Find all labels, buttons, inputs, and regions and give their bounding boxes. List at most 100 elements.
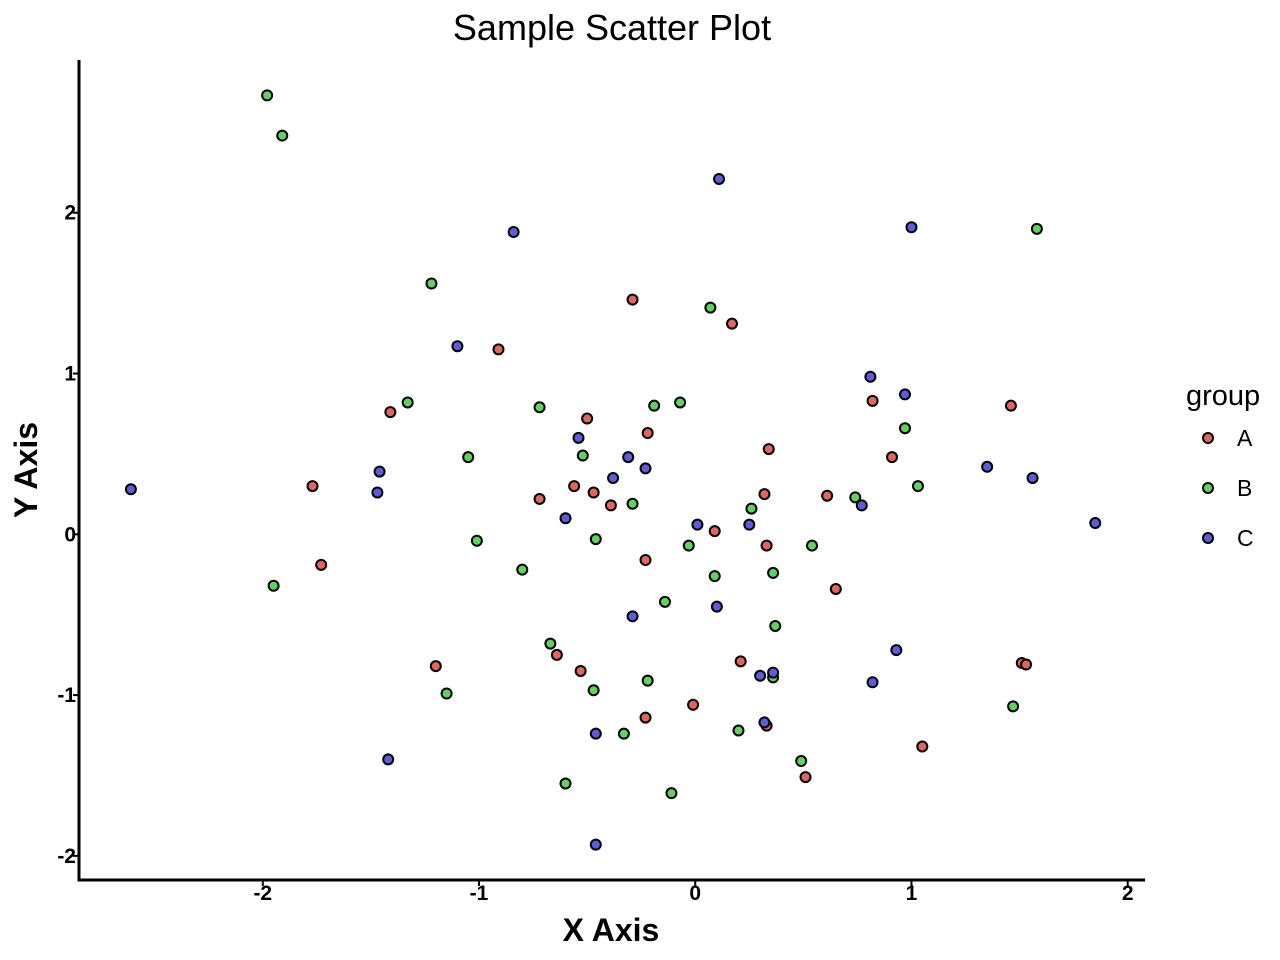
- data-point-c: [713, 172, 726, 185]
- data-point-b: [267, 579, 280, 592]
- data-point-c: [710, 600, 723, 613]
- data-point-c: [607, 472, 620, 485]
- chart-title: Sample Scatter Plot: [453, 7, 771, 48]
- data-point-c: [898, 388, 911, 401]
- data-point-a: [708, 525, 721, 538]
- x-tick-label: 1: [906, 882, 918, 905]
- data-point-a: [916, 740, 929, 753]
- data-point-c: [451, 340, 464, 353]
- data-point-a: [626, 293, 639, 306]
- data-point-b: [658, 595, 671, 608]
- data-point-a: [581, 412, 594, 425]
- data-points: [124, 89, 1102, 851]
- data-point-c: [371, 486, 384, 499]
- legend-key-a: [1202, 432, 1214, 444]
- data-point-b: [462, 451, 475, 464]
- data-point-a: [1020, 658, 1033, 671]
- data-point-b: [641, 674, 654, 687]
- data-point-b: [559, 777, 572, 790]
- data-point-c: [1089, 517, 1102, 530]
- data-point-c: [589, 727, 602, 740]
- data-point-b: [708, 570, 721, 583]
- data-point-a: [315, 558, 328, 571]
- data-point-b: [533, 401, 546, 414]
- data-point-b: [682, 539, 695, 552]
- data-point-c: [866, 676, 879, 689]
- axis-lines: [77, 60, 1145, 882]
- x-tick-label: 0: [689, 882, 701, 905]
- data-point-b: [261, 89, 274, 102]
- data-point-b: [516, 563, 529, 576]
- data-point-c: [382, 753, 395, 766]
- data-point-a: [866, 394, 879, 407]
- legend-key-b: [1202, 482, 1214, 494]
- data-point-a: [639, 711, 652, 724]
- data-point-a: [568, 480, 581, 493]
- data-point-b: [1030, 222, 1043, 235]
- data-point-b: [745, 502, 758, 515]
- data-point-b: [617, 727, 630, 740]
- legend: group ABC: [1186, 380, 1260, 551]
- axes: -2 -1 0 1 2 -2 -1 0 1 2: [57, 60, 1145, 905]
- data-point-a: [821, 489, 834, 502]
- data-point-a: [306, 480, 319, 493]
- data-point-b: [767, 566, 780, 579]
- legend-label: A: [1237, 425, 1253, 451]
- data-point-a: [760, 539, 773, 552]
- data-point-b: [674, 396, 687, 409]
- x-tick-label: 2: [1122, 882, 1134, 905]
- data-point-b: [440, 687, 453, 700]
- data-point-a: [799, 771, 812, 784]
- data-point-a: [429, 660, 442, 673]
- data-point-a: [533, 492, 546, 505]
- data-point-b: [425, 277, 438, 290]
- legend-label: B: [1237, 475, 1252, 501]
- data-point-c: [507, 226, 520, 239]
- data-point-a: [734, 655, 747, 668]
- data-point-a: [726, 317, 739, 330]
- data-point-c: [639, 462, 652, 475]
- data-point-a: [384, 406, 397, 419]
- data-point-a: [1004, 399, 1017, 412]
- data-point-b: [806, 539, 819, 552]
- data-point-a: [604, 499, 617, 512]
- data-point-c: [864, 370, 877, 383]
- data-point-c: [124, 483, 137, 496]
- data-point-b: [704, 301, 717, 314]
- data-point-c: [559, 512, 572, 525]
- data-point-a: [762, 443, 775, 456]
- data-point-b: [470, 534, 483, 547]
- data-point-c: [572, 431, 585, 444]
- data-point-b: [665, 787, 678, 800]
- data-point-b: [544, 637, 557, 650]
- data-point-b: [576, 449, 589, 462]
- data-point-a: [829, 582, 842, 595]
- data-point-c: [754, 669, 767, 682]
- x-axis-title: X Axis: [563, 912, 660, 948]
- x-tick-label: -1: [470, 882, 489, 905]
- data-point-a: [687, 698, 700, 711]
- data-point-b: [626, 497, 639, 510]
- legend-label: C: [1237, 525, 1254, 551]
- data-point-c: [691, 518, 704, 531]
- data-point-b: [648, 399, 661, 412]
- data-point-a: [550, 648, 563, 661]
- data-point-a: [574, 664, 587, 677]
- data-point-c: [626, 610, 639, 623]
- data-point-b: [1007, 700, 1020, 713]
- data-point-c: [890, 644, 903, 657]
- data-point-b: [795, 755, 808, 768]
- data-point-a: [641, 427, 654, 440]
- data-point-c: [373, 465, 386, 478]
- data-point-b: [401, 396, 414, 409]
- legend-key-c: [1202, 532, 1214, 544]
- data-point-c: [855, 499, 868, 512]
- data-point-a: [587, 486, 600, 499]
- legend-title: group: [1186, 380, 1260, 412]
- data-point-c: [767, 666, 780, 679]
- y-tick-label: 2: [64, 202, 76, 225]
- data-point-a: [886, 451, 899, 464]
- data-point-a: [758, 488, 771, 501]
- data-point-b: [589, 533, 602, 546]
